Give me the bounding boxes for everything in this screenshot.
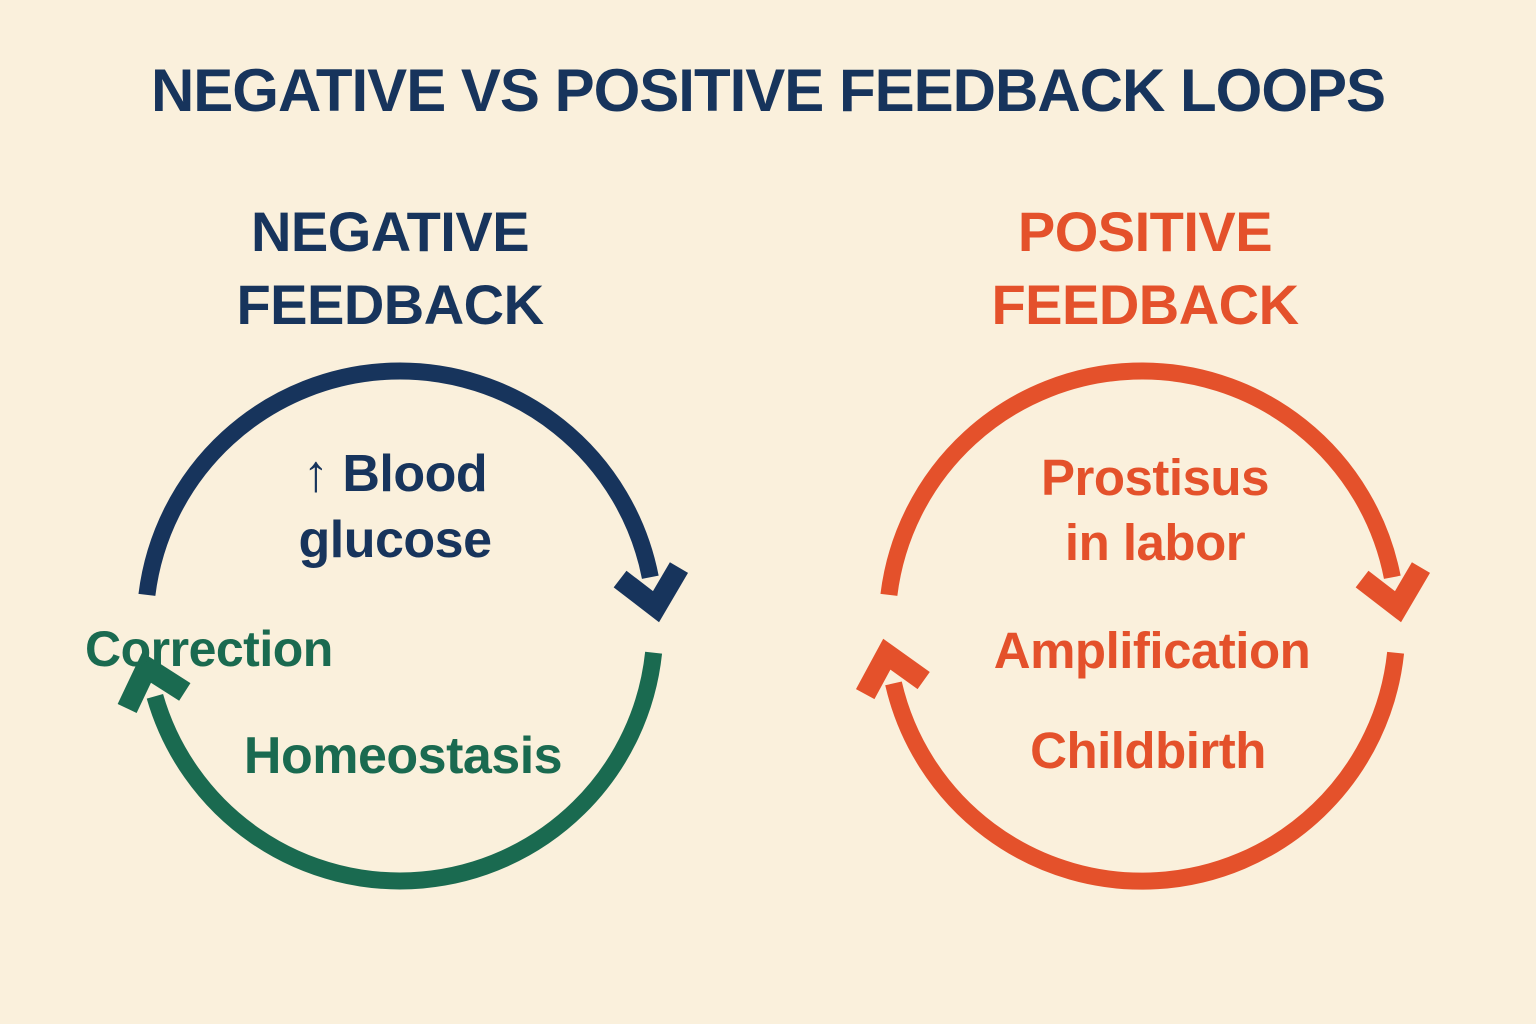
negative-loop-top-arc	[138, 362, 659, 596]
positive-loop-top-arc	[880, 362, 1401, 596]
negative-response-label: Correction	[85, 621, 333, 677]
page-title: NEGATIVE VS POSITIVE FEEDBACK LOOPS	[150, 57, 1386, 124]
negative-heading-line1: NEGATIVE	[250, 200, 530, 263]
negative-outcome-label: Homeostasis	[243, 727, 563, 785]
negative-loop-down-arrow-icon	[613, 562, 689, 623]
positive-outcome-label: Childbirth	[1030, 722, 1266, 779]
negative-stimulus-line1: ↑ Blood	[302, 445, 488, 503]
negative-stimulus-label: ↑ Blood glucose	[298, 441, 493, 573]
positive-heading-line2: FEEDBACK	[991, 272, 1299, 336]
positive-stimulus-line1: Prostisus	[1041, 449, 1269, 506]
negative-stimulus-line2: glucose	[298, 511, 493, 570]
positive-loop-up-arrow-icon	[855, 638, 930, 700]
negative-heading-line2: FEEDBACK	[236, 272, 544, 336]
positive-heading-line1: POSITIVE	[1017, 200, 1273, 263]
positive-response-label: Amplification	[993, 622, 1311, 679]
positive-loop-bottom-arc	[885, 651, 1405, 890]
positive-stimulus-line2: in labor	[1064, 513, 1246, 571]
positive-loop-down-arrow-icon	[1355, 562, 1431, 623]
positive-stimulus-label: Prostisus in labor	[1041, 446, 1269, 576]
negative-feedback-heading: NEGATIVE FEEDBACK	[236, 196, 544, 342]
positive-feedback-heading: POSITIVE FEEDBACK	[991, 196, 1299, 342]
negative-loop-up-arrow-icon	[117, 652, 191, 713]
negative-loop-bottom-arc	[146, 651, 663, 890]
